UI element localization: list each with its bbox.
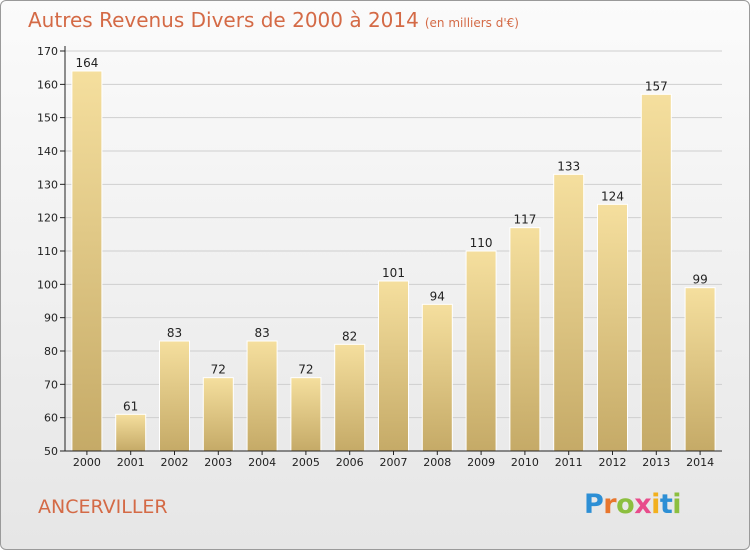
logo-letter: i (651, 489, 660, 520)
proxiti-logo: Proxiti (584, 489, 682, 520)
data-label: 117 (513, 213, 536, 227)
y-tick-label: 120 (37, 212, 58, 225)
y-tick-label: 70 (44, 378, 58, 391)
data-label: 83 (167, 326, 182, 340)
data-label: 83 (254, 326, 269, 340)
x-tick-label: 2009 (467, 456, 495, 469)
bar (202, 377, 234, 452)
y-tick-label: 100 (37, 278, 58, 291)
bar (509, 227, 541, 452)
data-label: 72 (298, 363, 313, 377)
y-tick-label: 170 (37, 45, 58, 58)
bar (290, 377, 322, 452)
x-tick-label: 2006 (336, 456, 364, 469)
y-tick-label: 130 (37, 178, 58, 191)
bar (334, 343, 366, 452)
chart-title-text: Autres Revenus Divers de 2000 à 2014 (28, 8, 419, 32)
data-label: 164 (75, 56, 98, 70)
bar (597, 203, 628, 452)
x-tick-label: 2001 (117, 456, 145, 469)
data-label: 101 (382, 266, 405, 280)
axes: 50 60 70 80 90 100 110 120 130 140 150 160 170 2000 20… (37, 45, 722, 469)
logo-letter: r (603, 489, 617, 520)
y-tick-label: 110 (37, 245, 58, 258)
x-tick-label: 2008 (423, 456, 451, 469)
x-tick-label: 2005 (292, 456, 320, 469)
x-tick-label: 2003 (204, 456, 232, 469)
x-tick-label: 2012 (599, 456, 627, 469)
data-label: 61 (123, 399, 138, 413)
logo-letter: o (616, 489, 635, 520)
y-tick-label: 160 (37, 78, 58, 91)
x-tick-label: 2011 (555, 456, 583, 469)
data-label: 110 (470, 236, 493, 250)
data-label: 157 (645, 79, 668, 93)
x-tick-label: 2010 (511, 456, 539, 469)
bar (553, 173, 585, 452)
chart-subtitle: (en milliers d'€) (424, 16, 519, 30)
y-tick-label: 60 (44, 412, 58, 425)
bar (159, 340, 190, 452)
bar (421, 303, 453, 452)
data-label: 124 (601, 189, 624, 203)
y-tick-label: 50 (44, 445, 58, 458)
bar (640, 93, 672, 452)
bar (684, 287, 716, 452)
logo-letter: x (634, 489, 652, 520)
x-tick-label: 2013 (642, 456, 670, 469)
logo-letter: P (584, 489, 604, 520)
bars (71, 70, 716, 452)
bar (246, 340, 278, 452)
y-tick-label: 80 (44, 345, 58, 358)
bar (115, 413, 147, 452)
commune-name: ANCERVILLER (38, 496, 168, 518)
data-label: 72 (211, 363, 226, 377)
x-tick-label: 2004 (248, 456, 276, 469)
x-tick-label: 2000 (73, 456, 101, 469)
x-tick-label: 2014 (686, 456, 714, 469)
y-tick-label: 140 (37, 145, 58, 158)
data-label: 133 (557, 159, 580, 173)
x-tick-label: 2002 (161, 456, 189, 469)
data-label: 99 (692, 273, 707, 287)
bar (378, 280, 409, 452)
logo-letter: t (659, 489, 673, 520)
logo-letter: i (672, 489, 682, 520)
data-label: 94 (430, 289, 445, 303)
bar (71, 70, 103, 452)
y-tick-label: 90 (44, 312, 58, 325)
data-labels: 164 61 83 72 83 72 82 101 94 110 117 133 124 157 99 (75, 56, 707, 413)
data-label: 82 (342, 329, 357, 343)
bar (465, 250, 497, 452)
y-tick-label: 150 (37, 112, 58, 125)
chart-title: Autres Revenus Divers de 2000 à 2014 (en … (28, 8, 519, 32)
x-tick-label: 2007 (380, 456, 408, 469)
